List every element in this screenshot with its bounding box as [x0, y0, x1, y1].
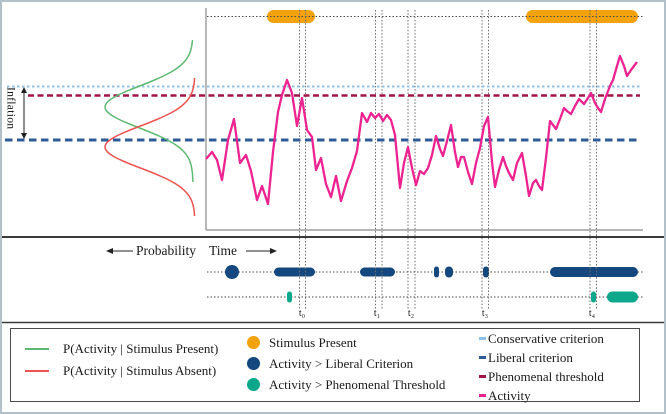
legend-label: Activity > Liberal Criterion: [269, 355, 414, 371]
legend-item-phenomenal-marker: Activity > Phenomenal Threshold: [247, 374, 445, 395]
legend-item-stimulus-absent-dist: P(Activity | Stimulus Absent): [25, 360, 218, 382]
lightblue-dash-swatch: [479, 337, 486, 340]
legend-label: Conservative criterion: [488, 330, 604, 346]
legend-label: P(Activity | Stimulus Absent): [63, 363, 217, 378]
inflation-arrow-head-up: [21, 87, 27, 93]
inflation-arrow-head-down: [21, 133, 27, 139]
navy-dash-swatch: [479, 356, 486, 359]
probability-axis-arrow-head: [106, 248, 113, 254]
time-tick-label: t₄: [589, 308, 596, 319]
green-line-swatch: [25, 348, 49, 350]
legend-markers-column: Stimulus Present Activity > Liberal Crit…: [247, 332, 445, 395]
phenomenal-marker: [287, 291, 292, 303]
liberal-marker: [434, 266, 439, 278]
legend-item-stimulus-present: Stimulus Present: [247, 332, 445, 353]
phenomenal-marker: [591, 291, 596, 303]
legend-item-conservative-criterion: Conservative criterion: [479, 329, 604, 348]
time-tick-label: t₀: [299, 308, 306, 319]
red-line-swatch: [25, 370, 49, 372]
liberal-marker: [225, 265, 239, 279]
legend-item-stimulus-present-dist: P(Activity | Stimulus Present): [25, 338, 218, 360]
time-tick-label: t₂: [408, 308, 414, 319]
legend-item-liberal-marker: Activity > Liberal Criterion: [247, 353, 445, 374]
liberal-marker: [483, 266, 489, 278]
navy-dot-icon: [247, 357, 260, 370]
legend-label: Liberal criterion: [488, 349, 573, 365]
probability-axis-label: Probability: [136, 243, 196, 258]
legend-label: Stimulus Present: [269, 334, 357, 350]
pink-dash-swatch: [479, 394, 486, 397]
legend-item-liberal-criterion: Liberal criterion: [479, 348, 604, 367]
phenomenal-marker: [607, 291, 638, 303]
legend-item-activity: Activity: [479, 386, 604, 405]
time-axis-label: Time: [209, 243, 238, 258]
y-axis-label: Inflation: [4, 87, 17, 130]
legend-label: Activity: [488, 387, 531, 403]
stimulus-absent-distribution-curve: [104, 77, 196, 217]
legend-item-phenomenal-threshold: Phenomenal threshold: [479, 367, 604, 386]
teal-dot-icon: [247, 378, 260, 391]
legend-label: P(Activity | Stimulus Present): [63, 341, 219, 356]
legend-label: Activity > Phenomenal Threshold: [269, 376, 446, 392]
legend-label: Phenomenal threshold: [488, 368, 604, 384]
liberal-marker: [360, 267, 395, 277]
time-tick-label: t₁: [374, 308, 380, 319]
chart-canvas: t₀ t₁ t₂ t₃ t₄: [2, 8, 664, 324]
liberal-marker: [274, 267, 315, 277]
legend-distributions-column: P(Activity | Stimulus Present) P(Activit…: [25, 338, 218, 382]
legend-lines-column: Conservative criterion Liberal criterion…: [479, 329, 604, 405]
liberal-marker: [550, 267, 638, 277]
liberal-marker: [445, 266, 453, 278]
activity-line: [205, 54, 638, 206]
crimson-dash-swatch: [479, 375, 486, 378]
stimulus-present-distribution-curve: [104, 39, 194, 183]
time-axis-arrow-head: [270, 248, 277, 254]
legend: P(Activity | Stimulus Present) P(Activit…: [10, 328, 640, 405]
time-tick-label: t₃: [482, 308, 488, 319]
orange-dot-icon: [247, 336, 260, 349]
